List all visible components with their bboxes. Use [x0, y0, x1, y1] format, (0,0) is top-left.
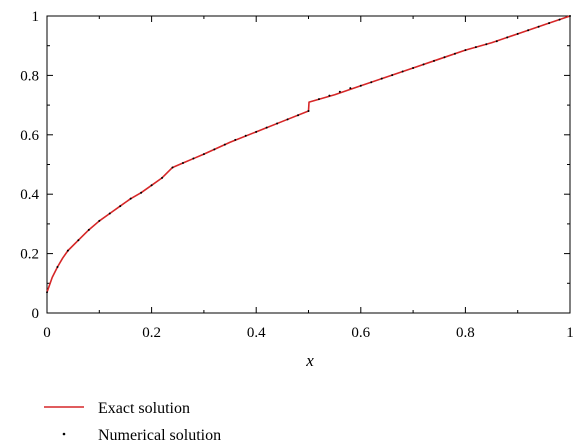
data-point-numerical-solution	[328, 94, 331, 97]
y-tick-label: 0	[32, 306, 40, 322]
data-point-numerical-solution	[317, 98, 320, 101]
data-point-numerical-solution	[474, 46, 477, 49]
data-point-numerical-solution	[307, 110, 310, 113]
data-point-numerical-solution	[98, 219, 101, 222]
data-point-numerical-solution	[527, 29, 530, 32]
data-point-numerical-solution	[453, 52, 456, 55]
axis-ticks	[46, 15, 571, 314]
data-point-numerical-solution	[380, 77, 383, 80]
tick-labels: 0 0.2 0.4 0.6 0.8 1 0 0.2 0.4 0.6 0.8 1	[20, 9, 574, 341]
data-point-numerical-solution	[171, 166, 174, 169]
legend-label-numerical-solution: Numerical solution	[98, 427, 221, 444]
data-point-numerical-solution	[558, 18, 561, 21]
data-point-numerical-solution	[464, 49, 467, 52]
data-point-numerical-solution	[548, 22, 551, 25]
data-point-numerical-solution	[213, 148, 216, 151]
data-point-numerical-solution	[244, 134, 247, 137]
plot-frame	[46, 15, 571, 314]
data-point-numerical-solution	[119, 205, 122, 208]
x-axis-title: x	[305, 351, 314, 370]
data-point-numerical-solution	[234, 138, 237, 141]
data-point-numerical-solution	[433, 59, 436, 62]
data-point-numerical-solution	[161, 176, 164, 179]
data-point-numerical-solution	[516, 32, 519, 35]
legend: Exact solution Numerical solution	[44, 400, 221, 444]
data-point-numerical-solution	[485, 43, 488, 46]
data-point-numerical-solution	[286, 118, 289, 121]
data-point-numerical-solution	[401, 70, 404, 73]
plot-border	[46, 15, 571, 314]
data-point-numerical-solution	[537, 25, 540, 28]
y-tick-label: 0.4	[20, 187, 39, 203]
data-point-numerical-solution	[46, 291, 48, 294]
data-point-numerical-solution	[56, 265, 59, 268]
data-point-numerical-solution	[66, 249, 69, 252]
x-tick-label: 1	[566, 325, 574, 341]
data-point-numerical-solution	[276, 122, 279, 125]
data-point-numerical-solution	[77, 239, 80, 242]
x-tick-label: 0.4	[247, 325, 266, 341]
data-point-numerical-solution	[297, 114, 300, 117]
series-line-exact-solution	[46, 15, 571, 293]
x-tick-label: 0.2	[142, 325, 161, 341]
y-tick-label: 0.6	[20, 128, 39, 144]
data-point-numerical-solution	[391, 74, 394, 77]
series-layer	[46, 15, 571, 294]
x-tick-label: 0	[43, 325, 51, 341]
data-point-numerical-solution	[338, 90, 341, 93]
x-tick-label: 0.6	[351, 325, 370, 341]
y-tick-label: 0.2	[20, 247, 39, 263]
data-point-numerical-solution	[412, 66, 415, 69]
data-point-numerical-solution	[495, 40, 498, 43]
data-point-numerical-solution	[265, 126, 268, 129]
y-tick-label: 0.8	[20, 68, 39, 84]
data-point-numerical-solution	[192, 157, 195, 160]
data-point-numerical-solution	[255, 130, 258, 133]
data-point-numerical-solution	[129, 197, 132, 200]
x-tick-label: 0.8	[456, 325, 475, 341]
data-point-numerical-solution	[349, 87, 352, 90]
data-point-numerical-solution	[108, 212, 111, 215]
data-point-numerical-solution	[181, 162, 184, 165]
data-point-numerical-solution	[443, 56, 446, 59]
data-point-numerical-solution	[87, 228, 90, 231]
data-point-numerical-solution	[359, 84, 362, 87]
data-point-numerical-solution	[223, 143, 226, 146]
legend-label-exact-solution: Exact solution	[98, 400, 190, 417]
data-point-numerical-solution	[370, 81, 373, 84]
data-point-numerical-solution	[150, 184, 153, 187]
data-point-numerical-solution	[569, 15, 571, 17]
legend-swatch-numerical-solution	[62, 432, 66, 436]
data-point-numerical-solution	[506, 36, 509, 39]
data-point-numerical-solution	[140, 191, 143, 194]
y-tick-label: 1	[32, 9, 40, 25]
data-point-numerical-solution	[422, 63, 425, 66]
data-point-numerical-solution	[202, 153, 205, 156]
